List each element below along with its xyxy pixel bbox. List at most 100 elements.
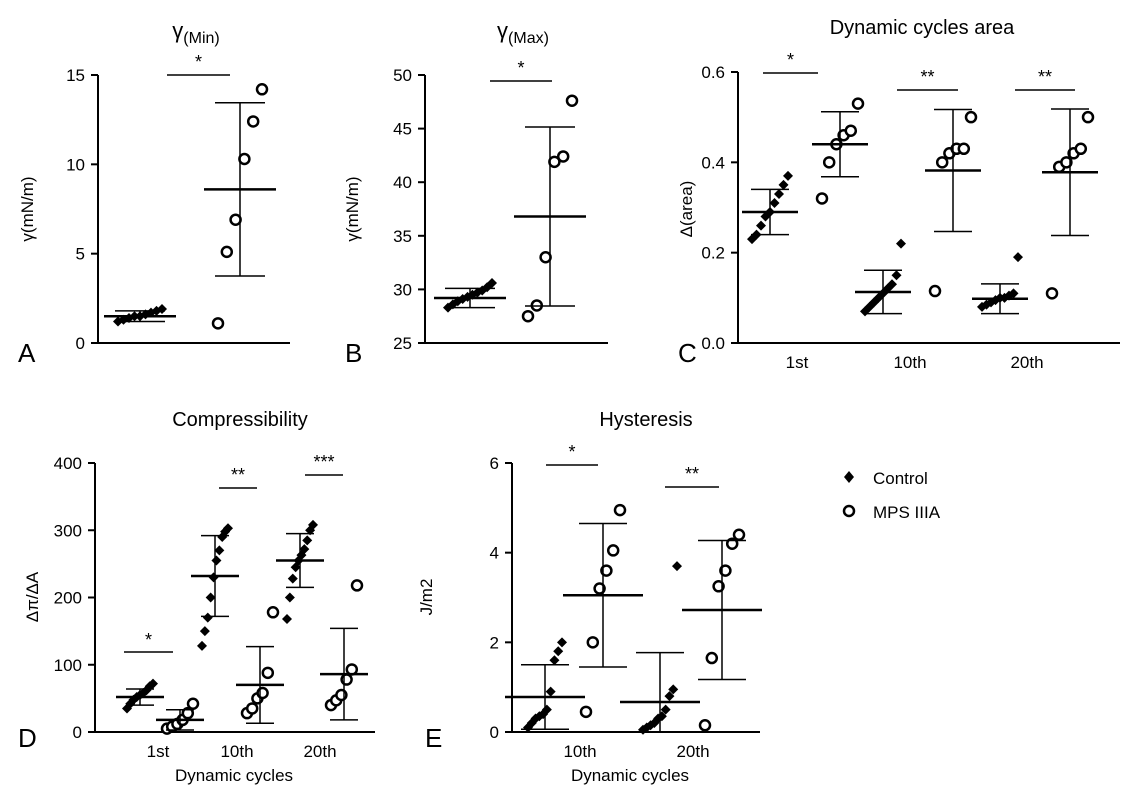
mps-iiia-point — [256, 686, 269, 700]
y-tick-label: 200 — [54, 589, 82, 608]
panel-e: 0 2 4 6 10th 20th Hysteresis J/m2 Dynamic cycles… — [417, 409, 762, 785]
y-tick-label: 0.0 — [701, 334, 725, 353]
control-point — [1008, 288, 1019, 299]
mps-iiia-point — [261, 666, 275, 680]
x-axis-label: Dynamic cycles — [175, 766, 293, 785]
mps-iiia-point — [255, 83, 269, 96]
x-tick-label: 10th — [893, 353, 926, 372]
mps-iiia-point — [1081, 110, 1095, 124]
significance-label: ** — [231, 465, 245, 485]
significance-label: * — [568, 442, 575, 462]
significance-label: * — [787, 50, 794, 70]
significance-label: ** — [920, 67, 934, 87]
mps-iiia-point — [1045, 287, 1059, 300]
y-axis-label: Δπ/ΔA — [23, 571, 42, 622]
control-point — [545, 686, 556, 697]
x-tick-label: 1st — [147, 742, 170, 761]
x-tick-label: 10th — [220, 742, 253, 761]
y-tick-label: 6 — [490, 454, 499, 473]
control-point — [887, 279, 897, 290]
y-tick-label: 45 — [393, 120, 412, 139]
mps-iiia-point — [220, 245, 234, 259]
panel-a: 0 5 10 15 γ(Min) γ(mN/m) A * — [18, 18, 290, 368]
control-point — [668, 684, 679, 695]
mps-iiia-point — [957, 142, 971, 156]
chart-title-main: γ — [497, 18, 508, 43]
mps-iiia-point — [1074, 142, 1088, 156]
control-point — [211, 555, 222, 566]
control-point — [1013, 252, 1023, 263]
mps-iiia-point — [335, 688, 348, 702]
control-point — [208, 572, 219, 583]
legend-mps-label: MPS IIIA — [873, 503, 941, 522]
mps-iiia-point — [851, 97, 865, 110]
y-axis-label: Δ(area) — [677, 181, 696, 238]
x-tick-label: 10th — [563, 742, 596, 761]
chart-title: γ(Max) — [497, 18, 549, 47]
x-axis-label: Dynamic cycles — [571, 766, 689, 785]
mps-iiia-point — [565, 94, 579, 107]
panel-d: 0 100 200 300 400 1st 10th 20th Compressibility Δ… — [18, 409, 375, 785]
mps-iiia-point — [600, 564, 613, 577]
mps-iiia-point — [340, 673, 353, 686]
mps-iiia-point — [211, 317, 225, 330]
y-axis-label: γ(mN/m) — [343, 176, 362, 241]
y-tick-label: 50 — [393, 66, 412, 85]
panel-b: 25 30 35 40 45 50 γ(Max) γ(mN/m) B * — [343, 18, 608, 368]
significance-label: *** — [313, 452, 334, 472]
mps-iiia-point — [719, 564, 732, 577]
control-point — [774, 188, 784, 199]
mps-iiia-point — [229, 213, 242, 226]
control-point — [287, 573, 298, 584]
legend-mps-marker — [842, 504, 856, 518]
control-point — [557, 637, 567, 648]
mps-iiia-point — [245, 702, 259, 715]
chart-title-main: γ — [172, 18, 183, 43]
y-tick-label: 400 — [54, 454, 82, 473]
mps-iiia-point — [705, 651, 719, 665]
significance-label: ** — [685, 464, 699, 484]
mps-iiia-point — [579, 705, 593, 719]
panel-letter: B — [345, 338, 362, 368]
mps-iiia-point — [246, 115, 260, 128]
legend: Control MPS IIIA — [842, 469, 941, 522]
chart-title: Dynamic cycles area — [830, 17, 1015, 39]
control-point — [783, 170, 793, 181]
x-tick-label: 20th — [303, 742, 336, 761]
mps-iiia-point — [815, 192, 829, 205]
y-tick-label: 30 — [393, 280, 412, 299]
legend-control-label: Control — [873, 469, 928, 488]
mps-iiia-point — [732, 528, 746, 541]
mps-iiia-point — [350, 579, 364, 592]
chart-title-sub: (Min) — [183, 30, 219, 47]
control-point — [756, 220, 766, 231]
y-tick-label: 0 — [490, 723, 499, 742]
control-point — [487, 277, 497, 288]
y-tick-label: 0.6 — [701, 63, 725, 82]
y-tick-label: 0.2 — [701, 244, 725, 263]
y-tick-label: 100 — [54, 656, 82, 675]
y-tick-label: 0.4 — [701, 153, 725, 172]
significance-label: ** — [1038, 67, 1052, 87]
mps-iiia-point — [844, 124, 858, 137]
y-tick-label: 2 — [490, 633, 499, 652]
control-point — [148, 678, 158, 689]
panel-letter: C — [678, 338, 697, 368]
mps-iiia-point — [181, 706, 195, 720]
control-point — [664, 691, 675, 702]
y-tick-label: 35 — [393, 227, 412, 246]
control-point — [299, 544, 310, 555]
mps-iiia-point — [539, 250, 552, 264]
y-tick-label: 5 — [76, 245, 85, 264]
y-tick-label: 0 — [73, 723, 82, 742]
chart-title: Compressibility — [172, 409, 308, 431]
y-tick-label: 0 — [76, 334, 85, 353]
control-point — [202, 612, 213, 623]
mps-iiia-point — [266, 606, 280, 619]
control-point — [302, 535, 313, 546]
mps-iiia-point — [935, 156, 949, 169]
control-point — [769, 197, 780, 208]
legend-control-marker — [844, 471, 854, 483]
control-point — [553, 646, 564, 657]
